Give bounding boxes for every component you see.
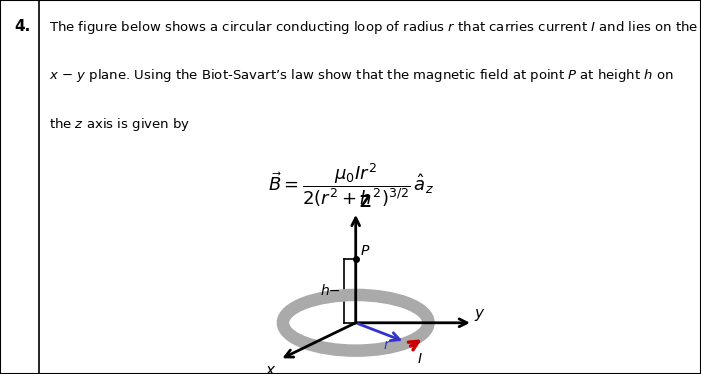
Text: I: I bbox=[417, 352, 421, 366]
Text: y: y bbox=[474, 306, 483, 321]
Text: the $z$ axis is given by: the $z$ axis is given by bbox=[49, 116, 190, 133]
Text: h−: h− bbox=[320, 284, 341, 298]
Text: x: x bbox=[266, 363, 275, 374]
Text: Z: Z bbox=[360, 195, 371, 210]
Text: r: r bbox=[384, 338, 390, 352]
Text: The figure below shows a circular conducting loop of radius $r$ that carries cur: The figure below shows a circular conduc… bbox=[49, 19, 698, 36]
Text: $x$ − $y$ plane. Using the Biot-Savart’s law show that the magnetic field at poi: $x$ − $y$ plane. Using the Biot-Savart’s… bbox=[49, 67, 674, 84]
Text: 4.: 4. bbox=[14, 19, 30, 34]
Text: $\vec{B} = \dfrac{\mu_0 I r^2}{2(r^2 + h^2)^{3/2}}\,\hat{a}_z$: $\vec{B} = \dfrac{\mu_0 I r^2}{2(r^2 + h… bbox=[268, 161, 433, 209]
Text: P: P bbox=[360, 244, 369, 258]
